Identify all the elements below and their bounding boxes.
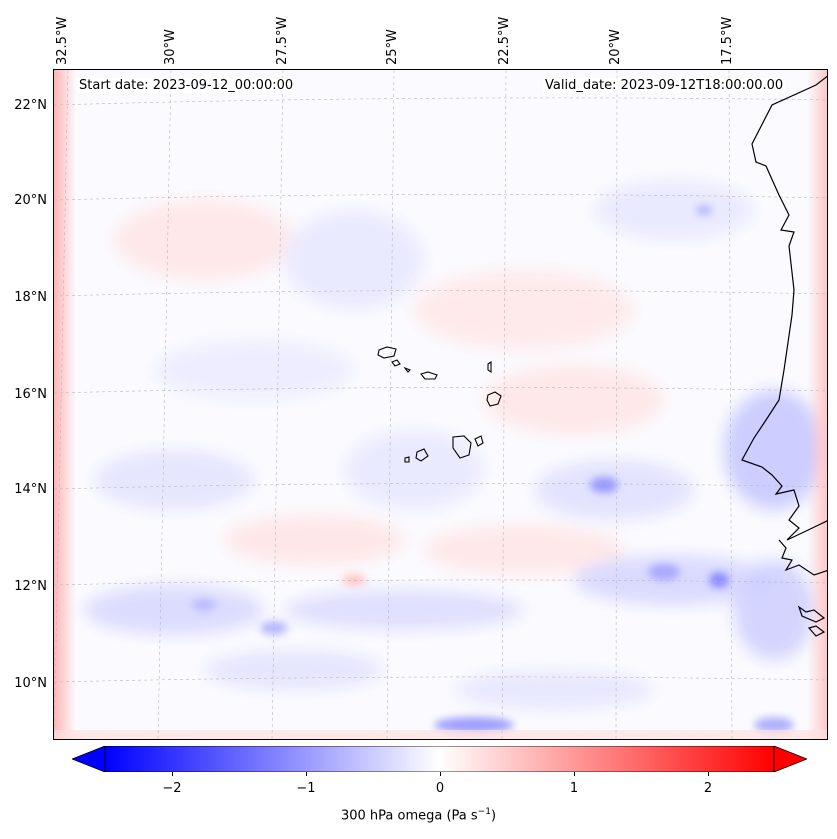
lat-label-12n: 12°N xyxy=(14,579,47,594)
lon-label-17.5w: 17.5°W xyxy=(720,16,735,65)
island-brava xyxy=(404,456,410,463)
island-santo-antao xyxy=(377,346,397,359)
colorbar-tick-0: 0 xyxy=(435,781,445,796)
omega-field-map xyxy=(54,70,827,739)
lat-label-20n: 20°N xyxy=(14,193,47,208)
island-sao-nicolau xyxy=(420,371,438,380)
colorbar-label-exponent: −1 xyxy=(477,807,491,817)
omega-field xyxy=(84,180,824,710)
cape-verde-islands xyxy=(377,346,502,463)
lon-label-20w: 20°W xyxy=(608,29,623,65)
island-fogo xyxy=(415,448,429,462)
colorbar-tickmark xyxy=(172,772,173,776)
longitude-labels: 32.5°W 30°W 27.5°W 25°W 22.5°W 20°W 17.5… xyxy=(0,0,837,68)
colorbar-tick-2: 2 xyxy=(703,781,713,796)
colorbar-tick-minus2: −2 xyxy=(162,781,182,796)
island-santa-luzia xyxy=(403,366,411,373)
graticule xyxy=(54,70,827,739)
west-boundary-band xyxy=(54,70,76,739)
island-santiago xyxy=(452,435,472,459)
colorbar-tickmark xyxy=(708,772,709,776)
colorbar-label-end: ) xyxy=(490,808,497,824)
lat-label-16n: 16°N xyxy=(14,387,47,402)
island-sal xyxy=(487,360,492,374)
colorbar xyxy=(72,746,807,772)
island-maio xyxy=(474,435,484,447)
colorbar-label-main: 300 hPa omega (Pa s xyxy=(340,808,478,824)
lat-label-22n: 22°N xyxy=(14,98,47,113)
colorbar-tickmark xyxy=(574,772,575,776)
colorbar-tick-1: 1 xyxy=(569,781,579,796)
island-sao-vicente xyxy=(391,359,401,367)
colorbar-label: 300 hPa omega (Pa s−1) xyxy=(0,807,837,823)
colorbar-tickmark xyxy=(440,772,441,776)
lon-label-25w: 25°W xyxy=(385,29,400,65)
lon-label-22.5w: 22.5°W xyxy=(497,16,512,65)
lat-label-10n: 10°N xyxy=(14,676,47,691)
lon-label-32.5w: 32.5°W xyxy=(55,16,70,65)
lon-label-27.5w: 27.5°W xyxy=(275,16,290,65)
colorbar-max-extend xyxy=(773,746,807,772)
colorbar-tick-minus1: −1 xyxy=(296,781,316,796)
island-boa-vista xyxy=(486,391,502,407)
colorbar-min-extend xyxy=(72,746,106,772)
colorbar-gradient xyxy=(104,746,775,772)
lat-label-14n: 14°N xyxy=(14,482,47,497)
map-panel xyxy=(53,69,828,740)
coastline xyxy=(741,75,827,637)
lon-label-30w: 30°W xyxy=(163,29,178,65)
east-boundary-band xyxy=(807,70,827,739)
lat-label-18n: 18°N xyxy=(14,290,47,305)
start-date-label: Start date: 2023-09-12_00:00:00 xyxy=(77,78,296,93)
valid-date-label: Valid_date: 2023-09-12T18:00:00.00 xyxy=(543,78,786,93)
colorbar-tickmark xyxy=(306,772,307,776)
